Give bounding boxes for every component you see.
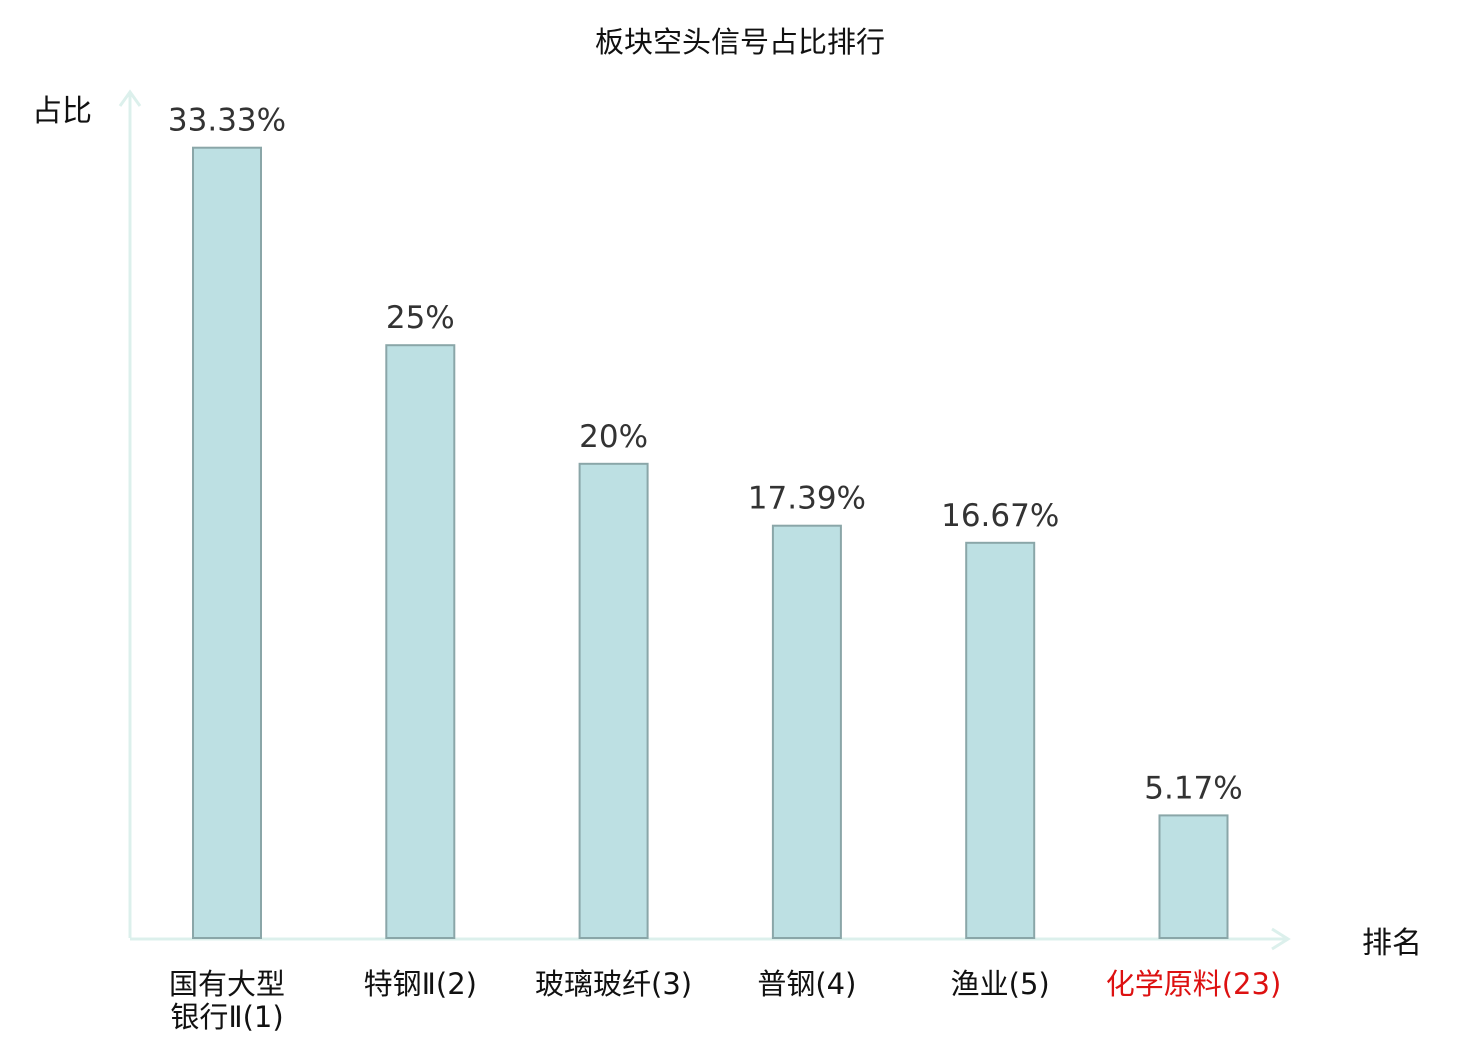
y-axis-label: 占比 [32,94,92,129]
bar-3 [578,462,649,939]
x-axis-arrow [1271,927,1291,951]
chart-title: 板块空头信号占比排行 [595,25,885,59]
value-label-5: 16.67% [941,498,1059,534]
category-label-2: 特钢Ⅱ(2) [364,967,477,1001]
category-label-6: 化学原料(23) [1106,967,1282,1001]
bar-2 [385,344,456,939]
value-label-3: 20% [579,419,648,455]
category-label-3: 玻璃玻纤(3) [535,967,692,1001]
bar-4 [771,524,842,939]
y-axis-arrow [118,89,142,107]
bar-5 [965,541,1036,939]
value-labels-group: 33.33% 25% 20% 17.39% 16.67% 5.17% [168,103,1243,807]
x-axis-label: 排名 [1362,926,1422,961]
bars-group [192,146,1229,940]
category-label-5: 渔业(5) [951,967,1050,1001]
value-label-1: 33.33% [168,103,286,139]
value-label-2: 25% [386,300,455,336]
category-label-1-line-1: 国有大型 [169,967,285,1001]
value-label-6: 5.17% [1144,770,1242,806]
bar-6 [1158,814,1229,940]
bar-1 [192,146,262,939]
category-label-1-line-2: 银行Ⅱ(1) [170,1000,283,1034]
category-label-4: 普钢(4) [757,967,856,1001]
value-label-4: 17.39% [748,481,866,517]
